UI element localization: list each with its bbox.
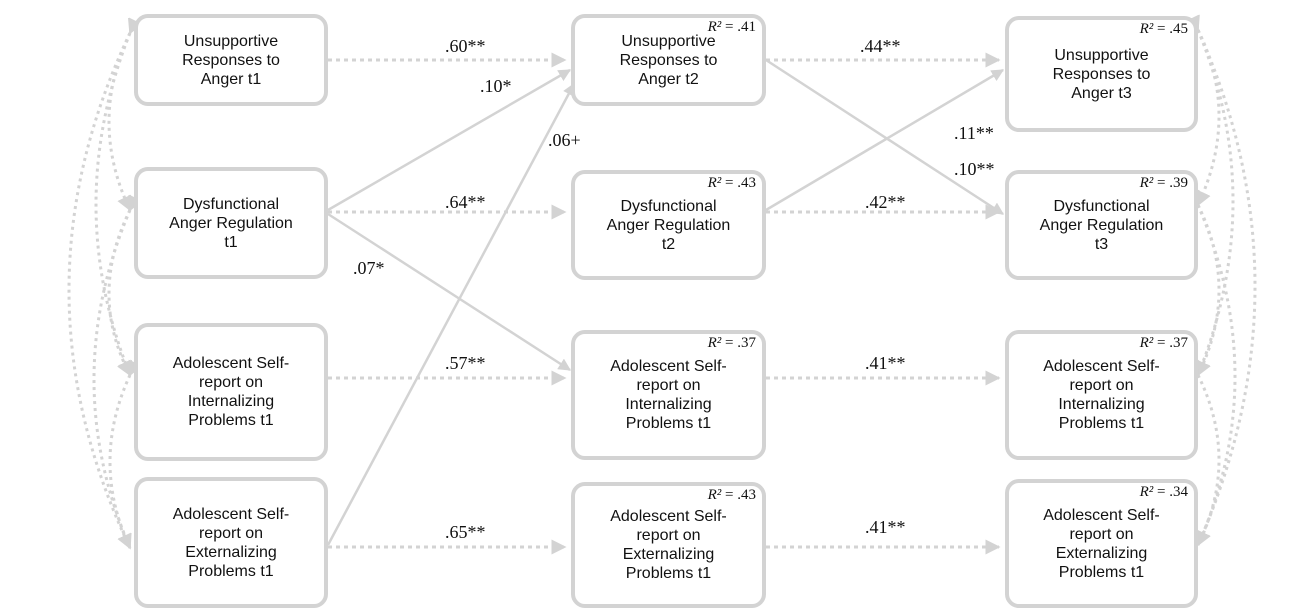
r-squared: R² = .45	[1139, 21, 1188, 37]
path-d2-u3	[765, 68, 1005, 212]
coef-i1-i2: .57**	[445, 353, 486, 373]
path-d1-u2	[327, 68, 572, 212]
node-label: Dysfunctional Anger Regulation t3	[1039, 197, 1164, 253]
r-squared: R² = .43	[707, 175, 756, 191]
node-dysfunctional-t3: R² = .39 Dysfunctional Anger Regulation …	[1005, 170, 1198, 280]
node-externalizing-t3: R² = .34 Adolescent Self- report on Exte…	[1005, 479, 1198, 608]
r-squared: R² = .39	[1139, 175, 1188, 191]
r-squared: R² = .43	[707, 487, 756, 503]
coef-u2-d3: .10**	[954, 159, 995, 179]
coef-d2-d3: .42**	[865, 192, 906, 212]
coef-d1-u2: .10*	[480, 76, 512, 96]
r-squared: R² = .37	[707, 335, 756, 351]
coef-u1-u2: .60**	[445, 36, 486, 56]
r-squared: R² = .34	[1139, 484, 1188, 500]
node-label: Dysfunctional Anger Regulation t1	[169, 195, 293, 251]
node-externalizing-t1: Adolescent Self- report on Externalizing…	[134, 477, 328, 608]
node-label: Adolescent Self- report on Externalizing…	[610, 508, 727, 582]
coef-u2-u3: .44**	[860, 36, 901, 56]
coef-d1-d2: .64**	[445, 192, 486, 212]
node-label: Adolescent Self- report on Internalizing…	[610, 358, 727, 432]
node-label: Adolescent Self- report on Externalizing…	[1043, 506, 1160, 581]
coef-i2-i3: .41**	[865, 353, 906, 373]
correlations-t3	[1185, 14, 1257, 547]
node-internalizing-t3: R² = .37 Adolescent Self- report on Inte…	[1005, 330, 1198, 460]
path-d1-i2	[327, 212, 572, 372]
path-u2-d3	[765, 58, 1005, 216]
node-unsupportive-t1: Unsupportive Responses to Anger t1	[134, 14, 328, 106]
node-label: Unsupportive Responses to Anger t1	[182, 32, 280, 88]
node-label: Adolescent Self- report on Externalizing…	[172, 505, 290, 580]
node-internalizing-t1: Adolescent Self- report on Internalizing…	[134, 323, 328, 461]
node-label: Adolescent Self- report on Internalizing…	[1043, 358, 1160, 432]
coef-d1-i2: .07*	[353, 258, 385, 278]
r-squared: R² = .37	[1139, 335, 1188, 351]
node-internalizing-t2: R² = .37 Adolescent Self- report on Inte…	[571, 330, 766, 460]
node-unsupportive-t2: R² = .41 Unsupportive Responses to Anger…	[571, 14, 766, 106]
node-dysfunctional-t2: R² = .43 Dysfunctional Anger Regulation …	[571, 170, 766, 280]
node-label: Adolescent Self- report on Internalizing…	[172, 355, 290, 429]
coef-e1-e2: .65**	[445, 522, 486, 542]
node-label: Unsupportive Responses to Anger t2	[619, 32, 718, 88]
node-externalizing-t2: R² = .43 Adolescent Self- report on Exte…	[571, 482, 766, 608]
coef-e1-u2: .06+	[548, 130, 581, 150]
node-unsupportive-t3: R² = .45 Unsupportive Responses to Anger…	[1005, 16, 1198, 132]
node-dysfunctional-t1: Dysfunctional Anger Regulation t1	[134, 167, 328, 279]
coef-d2-u3: .11**	[954, 123, 994, 143]
node-label: Unsupportive Responses to Anger t3	[1052, 46, 1151, 102]
path-e1-u2	[326, 82, 576, 546]
r-squared: R² = .41	[707, 19, 756, 35]
node-label: Dysfunctional Anger Regulation t2	[606, 197, 731, 253]
coef-e2-e3: .41**	[865, 517, 906, 537]
correlations-t1	[67, 17, 143, 550]
